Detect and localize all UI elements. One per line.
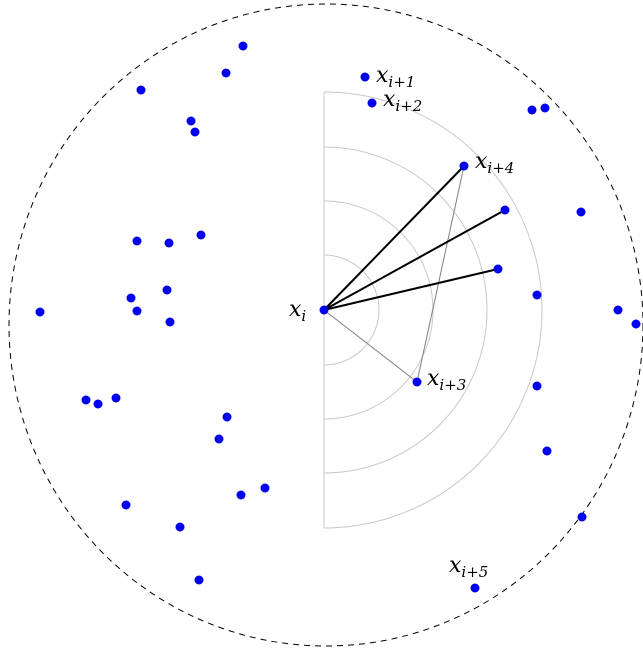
point	[260, 483, 270, 493]
point	[81, 395, 91, 405]
point	[577, 512, 587, 522]
point-xi1	[360, 72, 370, 82]
edge-xi-p2	[323, 268, 499, 311]
point	[236, 490, 246, 500]
guide-arc-3	[323, 146, 488, 474]
label-xi: xi	[289, 297, 306, 325]
point	[186, 116, 196, 126]
label-xi5: xi+5	[449, 553, 488, 581]
label-xi3: xi+3	[427, 366, 466, 394]
edge-xi-xi4	[323, 165, 465, 311]
point	[165, 317, 175, 327]
point	[631, 319, 641, 329]
label-xi4: xi+4	[475, 149, 514, 177]
point	[126, 293, 136, 303]
point	[162, 285, 172, 295]
point	[542, 446, 552, 456]
label-xi1: xi+1	[376, 63, 415, 91]
edge-xi3-xi4	[416, 165, 465, 383]
point	[111, 393, 121, 403]
point	[540, 103, 550, 113]
guide-arc-4	[323, 91, 543, 529]
guide-arc-1	[323, 254, 380, 366]
point	[132, 236, 142, 246]
point	[196, 230, 206, 240]
point-xi	[319, 305, 329, 315]
point	[527, 105, 537, 115]
point	[121, 500, 131, 510]
label-xi2: xi+2	[383, 87, 422, 115]
point	[532, 290, 542, 300]
points	[35, 41, 641, 593]
point	[164, 238, 174, 248]
boundary-circle	[8, 3, 643, 647]
point	[238, 41, 248, 51]
point-xi2	[367, 98, 377, 108]
point	[93, 399, 103, 409]
point	[222, 412, 232, 422]
point	[35, 307, 45, 317]
point	[214, 434, 224, 444]
point	[175, 522, 185, 532]
point	[194, 575, 204, 585]
point	[132, 306, 142, 316]
point	[221, 68, 231, 78]
bold-edges	[323, 165, 506, 311]
edge-xi-p1	[323, 209, 506, 311]
edge-xi-xi3	[323, 309, 418, 383]
point-xi5	[470, 583, 480, 593]
point-xi3	[412, 377, 422, 387]
point	[613, 305, 623, 315]
point	[576, 207, 586, 217]
point	[136, 85, 146, 95]
point	[500, 205, 510, 215]
point	[493, 264, 503, 274]
point	[190, 127, 200, 137]
point-xi4	[459, 161, 469, 171]
point	[532, 381, 542, 391]
